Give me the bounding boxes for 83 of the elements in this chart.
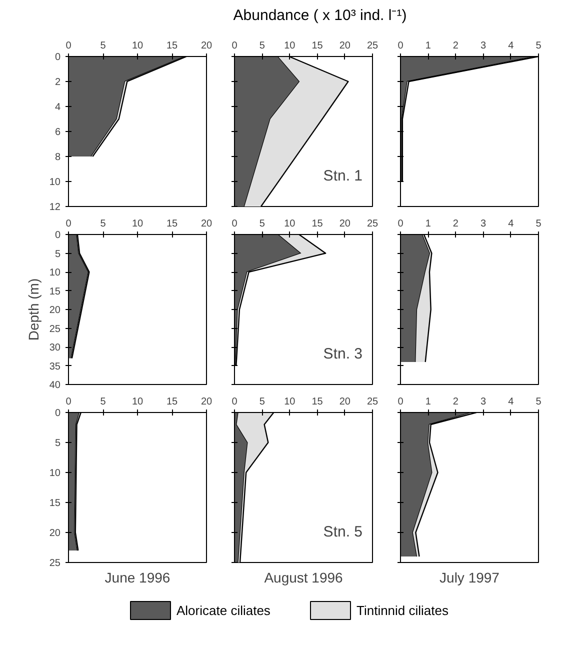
x-tick-label: 10 bbox=[132, 40, 144, 52]
x-tick-label: 5 bbox=[259, 218, 266, 230]
y-tick-label: 10 bbox=[49, 268, 61, 278]
x-tick-label: 25 bbox=[366, 396, 378, 408]
y-tick-label: 20 bbox=[49, 305, 61, 316]
text: June 1996 bbox=[104, 570, 170, 586]
y-tick-label: 15 bbox=[49, 286, 61, 298]
x-tick-label: 1 bbox=[425, 218, 432, 230]
x-tick-label: 4 bbox=[508, 396, 514, 408]
x-tick-label: 3 bbox=[480, 396, 487, 408]
legend-label: Tintinnid ciliates bbox=[356, 603, 450, 618]
x-tick-label: 15 bbox=[166, 40, 178, 52]
x-axis-title: Abundance ( x 10³ ind. l⁻¹) bbox=[233, 6, 407, 26]
x-tick-label: 3 bbox=[480, 40, 487, 52]
y-tick-label: 25 bbox=[49, 324, 61, 335]
text: August 1996 bbox=[264, 570, 344, 586]
x-tick-label: 5 bbox=[100, 396, 106, 408]
annotation: Stn. 5 bbox=[323, 524, 363, 540]
legend-label: Aloricate ciliates bbox=[176, 603, 271, 618]
x-tick-label: 20 bbox=[200, 396, 212, 408]
x-tick-label: 5 bbox=[536, 218, 542, 230]
x-tick-label: 5 bbox=[100, 218, 106, 230]
y-tick-label: 10 bbox=[49, 468, 61, 479]
x-tick-label: 5 bbox=[100, 40, 106, 52]
y-tick-label: 4 bbox=[54, 102, 61, 113]
y-tick-label: 25 bbox=[49, 558, 61, 569]
y-tick-label: 5 bbox=[54, 248, 61, 260]
x-tick-label: 0 bbox=[232, 396, 238, 408]
y-tick-label: 15 bbox=[49, 498, 61, 509]
x-tick-label: 20 bbox=[200, 218, 212, 230]
y-tick-label: 5 bbox=[54, 438, 61, 449]
x-tick-label: 15 bbox=[312, 218, 324, 230]
x-tick-label: 20 bbox=[339, 396, 351, 408]
x-tick-label: 2 bbox=[452, 396, 459, 408]
x-tick-label: 1 bbox=[425, 396, 432, 408]
x-tick-label: 5 bbox=[259, 40, 266, 52]
x-tick-label: 20 bbox=[339, 40, 351, 52]
x-tick-label: 0 bbox=[232, 40, 238, 52]
x-tick-label: 20 bbox=[339, 218, 351, 230]
text: July 1997 bbox=[440, 570, 500, 586]
y-tick-label: 35 bbox=[49, 361, 61, 372]
x-tick-label: 0 bbox=[232, 218, 238, 230]
y-tick-label: 0 bbox=[54, 52, 61, 63]
y-tick-label: 12 bbox=[49, 202, 61, 213]
x-tick-label: 0 bbox=[398, 40, 404, 52]
x-tick-label: 0 bbox=[66, 396, 72, 408]
x-tick-label: 10 bbox=[132, 396, 144, 408]
x-tick-label: 5 bbox=[536, 40, 542, 52]
x-tick-label: 15 bbox=[312, 396, 324, 408]
x-tick-label: 2 bbox=[452, 40, 459, 52]
x-tick-label: 0 bbox=[66, 40, 72, 52]
x-tick-label: 2 bbox=[452, 218, 459, 230]
x-tick-label: 15 bbox=[312, 40, 324, 52]
y-tick-label: 10 bbox=[49, 177, 61, 188]
y-tick-label: 2 bbox=[54, 77, 61, 88]
x-tick-label: 5 bbox=[259, 396, 266, 408]
y-tick-label: 40 bbox=[49, 380, 61, 391]
x-tick-label: 4 bbox=[508, 40, 514, 52]
x-tick-label: 0 bbox=[66, 218, 72, 230]
y-tick-label: 0 bbox=[54, 230, 61, 241]
x-tick-label: 10 bbox=[284, 40, 296, 52]
x-tick-label: 0 bbox=[398, 396, 404, 408]
y-tick-label: 20 bbox=[49, 528, 61, 539]
y-tick-label: 30 bbox=[49, 342, 61, 354]
x-tick-label: 15 bbox=[166, 218, 178, 230]
y-tick-label: 6 bbox=[54, 127, 61, 138]
x-tick-label: 10 bbox=[284, 396, 296, 408]
x-tick-label: 10 bbox=[132, 218, 144, 230]
annotation: Stn. 1 bbox=[323, 168, 363, 184]
x-tick-label: 25 bbox=[366, 40, 378, 52]
x-tick-label: 5 bbox=[536, 396, 542, 408]
y-tick-label: 8 bbox=[54, 152, 61, 163]
y-tick-label: 0 bbox=[54, 408, 61, 419]
x-tick-label: 20 bbox=[200, 40, 212, 52]
x-tick-label: 0 bbox=[398, 218, 404, 230]
y-axis-title: Depth (m) bbox=[25, 278, 42, 341]
x-tick-label: 25 bbox=[366, 218, 378, 230]
x-tick-label: 10 bbox=[284, 218, 296, 230]
x-tick-label: 1 bbox=[425, 40, 432, 52]
x-tick-label: 3 bbox=[480, 218, 487, 230]
annotation: Stn. 3 bbox=[323, 346, 363, 362]
x-tick-label: 15 bbox=[166, 396, 178, 408]
x-tick-label: 4 bbox=[508, 218, 514, 230]
